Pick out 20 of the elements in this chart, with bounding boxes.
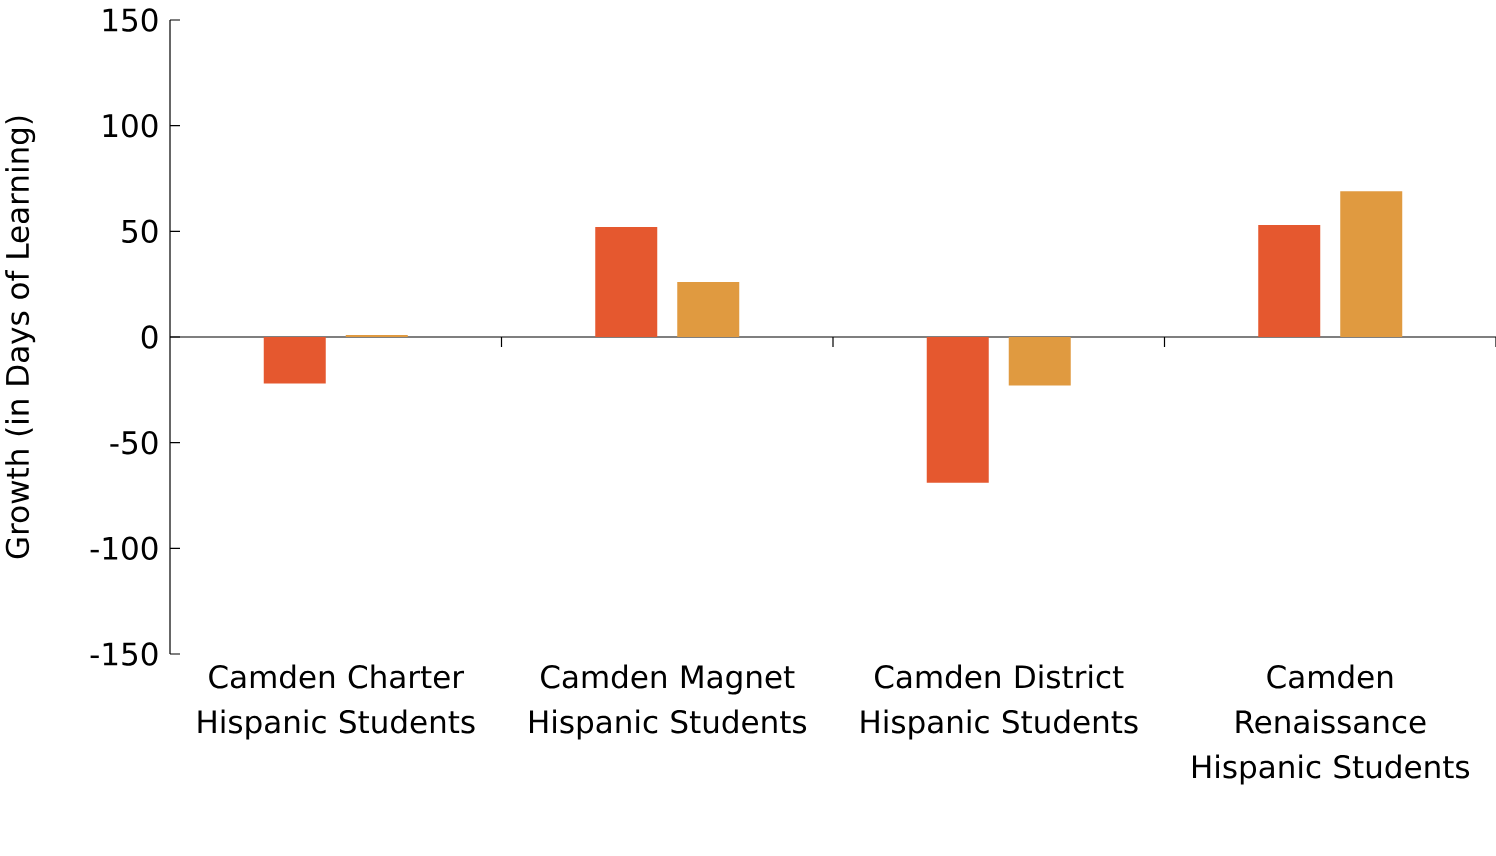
x-tick-label: Camden District Hispanic Students <box>861 664 1138 740</box>
y-tick-label: -50 <box>110 430 158 455</box>
y-axis-title: Growth (in Days of Learning) <box>5 116 36 559</box>
bar <box>1340 191 1403 337</box>
bar <box>263 336 326 384</box>
y-tick-label: -150 <box>90 642 158 666</box>
bar <box>595 227 658 337</box>
x-tick-label: Camden Renaissance Hispanic Students <box>1193 664 1470 785</box>
y-tick-label: 50 <box>122 219 158 244</box>
bar <box>1258 224 1321 337</box>
y-tick-label: 150 <box>103 8 158 32</box>
bar <box>926 336 989 483</box>
x-tick-label: Camden Charter Hispanic Students <box>198 664 475 740</box>
y-tick-label: 100 <box>103 113 158 138</box>
bar <box>677 282 740 337</box>
x-tick-label: Camden Magnet Hispanic Students <box>530 664 807 740</box>
bar <box>345 334 408 337</box>
y-tick-label: -100 <box>90 536 158 561</box>
y-tick-label: 0 <box>141 325 158 349</box>
bar <box>1008 336 1071 386</box>
